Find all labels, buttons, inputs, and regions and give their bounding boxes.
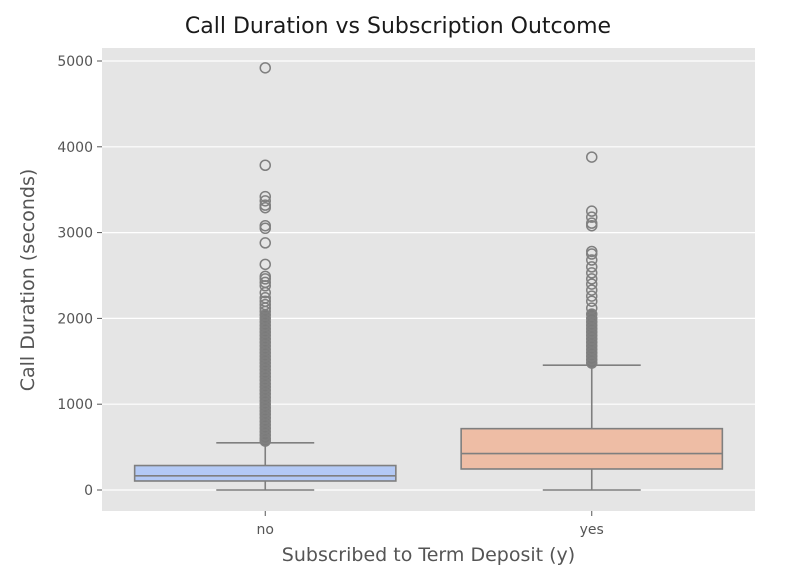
outlier-point	[586, 205, 598, 217]
x-tick-label: yes	[580, 522, 604, 538]
outlier-point	[586, 248, 598, 260]
outlier-point	[586, 273, 598, 285]
outlier-point	[259, 435, 271, 447]
outlier-point	[259, 62, 271, 74]
outlier-point	[259, 273, 271, 285]
outlier-point	[586, 219, 598, 232]
outlier-point	[259, 280, 271, 292]
outlier-point	[586, 353, 598, 366]
outlier-point	[586, 267, 598, 279]
outlier-point	[259, 258, 271, 271]
outlier-point	[586, 151, 598, 163]
outlier-point	[586, 254, 598, 266]
y-tick-label: 3000	[57, 226, 93, 242]
box-no	[133, 464, 397, 482]
outlier-point	[586, 357, 598, 369]
outlier-point	[586, 290, 598, 302]
outlier-point	[586, 295, 598, 307]
x-axis-label: Subscribed to Term Deposit (y)	[281, 544, 576, 566]
outlier-point	[586, 278, 598, 290]
y-tick-label: 4000	[57, 140, 93, 156]
outlier-point	[259, 286, 271, 299]
outlier-point	[259, 159, 271, 171]
outlier-point	[586, 350, 598, 362]
y-axis-label: Call Duration (seconds)	[17, 168, 39, 392]
y-tick-label: 5000	[57, 54, 93, 70]
box-yes	[460, 427, 724, 470]
outlier-point	[259, 237, 271, 249]
outlier-point	[586, 308, 598, 320]
chart-title: Call Duration vs Subscription Outcome	[184, 14, 612, 39]
y-tick-label: 0	[84, 483, 93, 499]
outlier-point	[586, 284, 598, 296]
outlier-point	[259, 190, 271, 203]
outlier-point	[259, 195, 271, 207]
outlier-point	[259, 429, 271, 441]
y-tick-label: 2000	[57, 311, 93, 327]
outlier-point	[586, 211, 598, 223]
x-tick-label: no	[257, 522, 274, 538]
outlier-point	[259, 201, 271, 214]
outlier-point	[259, 222, 271, 235]
outlier-point	[586, 261, 598, 273]
y-tick-label: 1000	[57, 397, 93, 413]
